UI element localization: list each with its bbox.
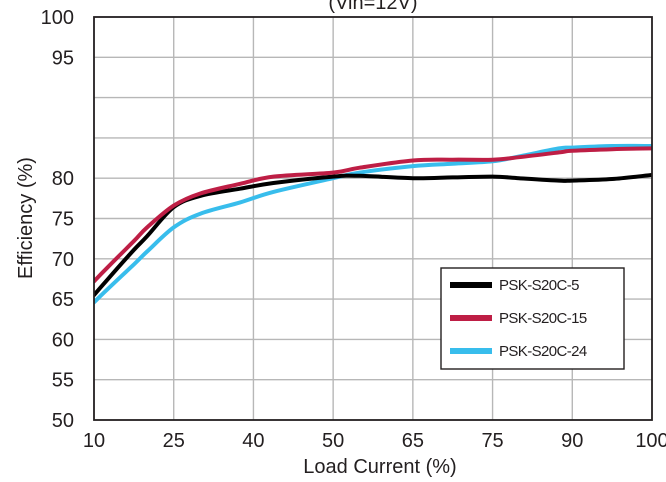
x-tick-label: 40	[242, 430, 264, 452]
x-tick-label: 75	[481, 430, 503, 452]
legend: PSK-S20C-5 PSK-S20C-15 PSK-S20C-24	[440, 267, 625, 370]
x-tick-label: 25	[163, 430, 185, 452]
legend-label: PSK-S20C-24	[499, 343, 587, 360]
y-tick-label: 70	[52, 249, 74, 271]
y-tick-label: 55	[52, 370, 74, 392]
y-tick-label: 65	[52, 289, 74, 311]
x-tick-label: 100	[635, 430, 666, 452]
x-tick-label: 50	[322, 430, 344, 452]
x-tick-label: 10	[83, 430, 105, 452]
legend-label: PSK-S20C-15	[499, 310, 587, 327]
y-tick-label: 75	[52, 209, 74, 231]
chart-title: (Vin=12V)	[328, 0, 417, 14]
plot-frame	[93, 16, 653, 421]
x-tick-labels: 10 25 40 50 65 75 90 100	[83, 430, 666, 452]
series-line-psk-s20c-5	[94, 173, 652, 298]
x-axis-title: Load Current (%)	[303, 456, 456, 478]
y-tick-label: 100	[41, 7, 74, 29]
x-tick-label: 65	[402, 430, 424, 452]
y-axis-title: Efficiency (%)	[15, 157, 37, 279]
legend-label: PSK-S20C-5	[499, 277, 579, 294]
series-line-psk-s20c-15	[94, 146, 652, 284]
y-tick-label: 50	[52, 410, 74, 432]
x-tick-label: 90	[561, 430, 583, 452]
y-tick-label: 80	[52, 168, 74, 190]
y-tick-label: 60	[52, 329, 74, 351]
y-tick-label: 95	[52, 47, 74, 69]
y-tick-labels: 50 55 60 65 70 75 80 95 100	[41, 7, 74, 432]
series-layer	[94, 143, 652, 305]
